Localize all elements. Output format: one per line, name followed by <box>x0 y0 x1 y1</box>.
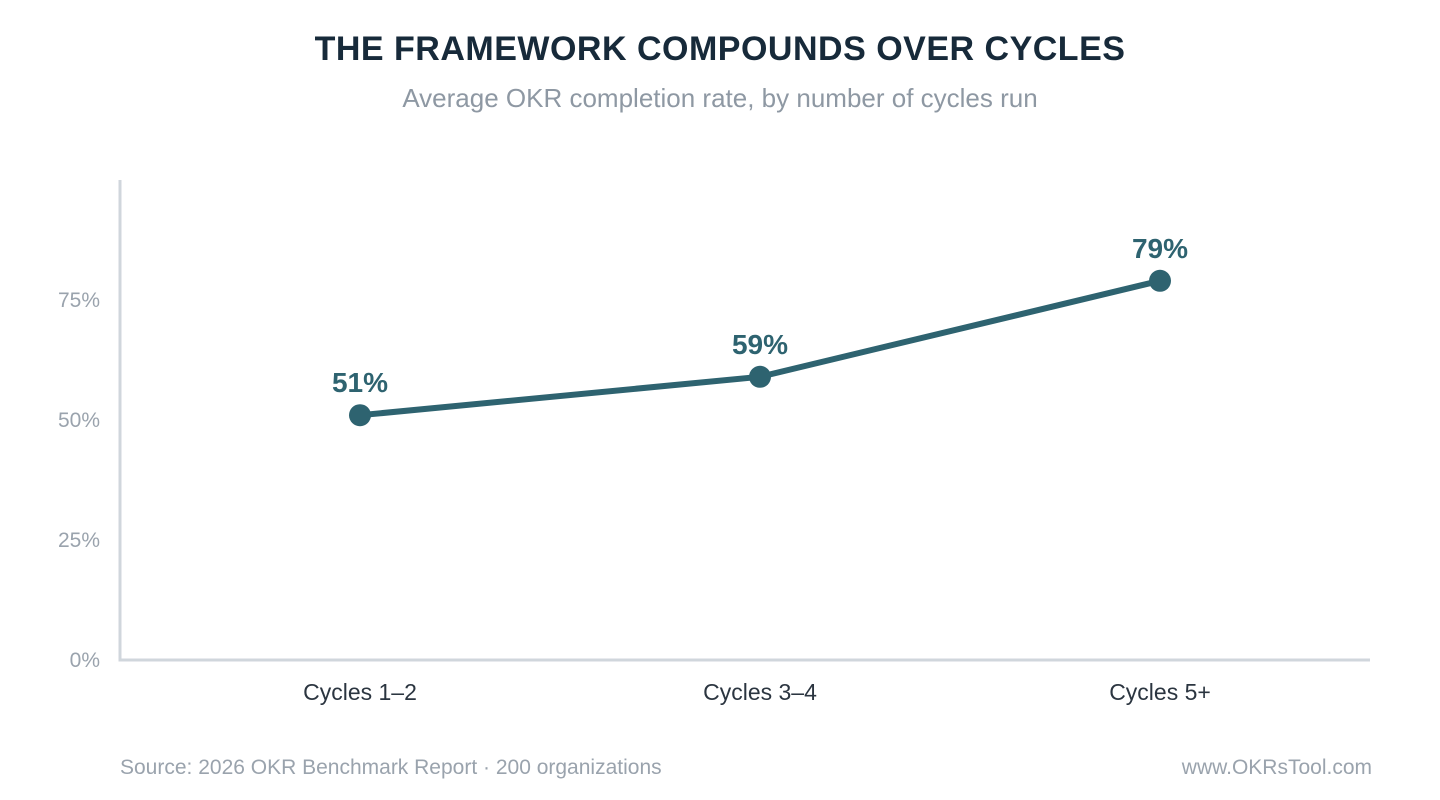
data-label: 59% <box>732 329 788 360</box>
website-link[interactable]: www.OKRsTool.com <box>1181 756 1372 779</box>
source-note: Source: 2026 OKR Benchmark Report · 200 … <box>120 756 662 779</box>
x-category-labels: Cycles 1–2 Cycles 3–4 Cycles 5+ <box>303 679 1211 705</box>
y-tick-labels: 0% 25% 50% 75% <box>58 289 100 672</box>
chart-title: THE FRAMEWORK COMPOUNDS OVER CYCLES <box>314 30 1126 68</box>
y-tick-label: 75% <box>58 289 100 312</box>
x-category-label: Cycles 5+ <box>1109 679 1211 705</box>
y-tick-label: 0% <box>70 649 100 672</box>
data-labels: 51% 59% 79% <box>332 233 1188 398</box>
data-point <box>349 404 371 427</box>
data-points <box>349 269 1171 427</box>
x-category-label: Cycles 1–2 <box>303 679 417 705</box>
x-category-label: Cycles 3–4 <box>703 679 817 705</box>
chart-subtitle: Average OKR completion rate, by number o… <box>402 83 1038 113</box>
y-tick-label: 50% <box>58 409 100 432</box>
data-point <box>749 365 771 388</box>
data-point <box>1149 269 1171 292</box>
y-tick-label: 25% <box>58 529 100 552</box>
data-label: 51% <box>332 367 388 398</box>
data-label: 79% <box>1132 233 1188 264</box>
